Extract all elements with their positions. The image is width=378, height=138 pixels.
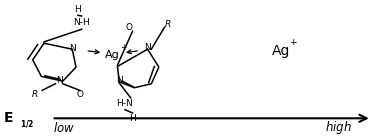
Text: R: R: [31, 90, 38, 99]
Text: Ag: Ag: [272, 44, 290, 58]
Text: $\mathbf{E}$: $\mathbf{E}$: [3, 111, 13, 125]
Text: N: N: [116, 76, 123, 85]
Text: H-N: H-N: [116, 99, 133, 108]
Text: R: R: [165, 20, 171, 29]
Text: +: +: [120, 43, 127, 52]
Text: N-H: N-H: [73, 18, 90, 27]
Text: H: H: [129, 114, 136, 123]
Text: O: O: [125, 23, 132, 32]
Text: $\it{low}$: $\it{low}$: [53, 121, 75, 135]
Text: $\mathbf{1/2}$: $\mathbf{1/2}$: [20, 118, 35, 129]
Text: H: H: [74, 6, 81, 14]
Text: N: N: [144, 43, 151, 52]
Text: O: O: [76, 90, 83, 99]
Text: Ag: Ag: [104, 50, 119, 59]
Text: +: +: [289, 38, 297, 47]
Text: N: N: [69, 44, 76, 53]
Text: $\it{high}$: $\it{high}$: [325, 119, 352, 136]
Text: N: N: [56, 76, 62, 85]
